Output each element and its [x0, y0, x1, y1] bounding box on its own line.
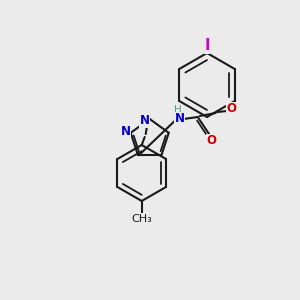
Text: CH₃: CH₃	[131, 214, 152, 224]
Text: I: I	[204, 38, 210, 53]
Text: O: O	[227, 103, 237, 116]
Text: O: O	[207, 134, 217, 148]
Text: N: N	[140, 115, 150, 128]
Text: N: N	[121, 125, 131, 138]
Text: H: H	[174, 105, 182, 115]
Text: N: N	[175, 112, 185, 125]
